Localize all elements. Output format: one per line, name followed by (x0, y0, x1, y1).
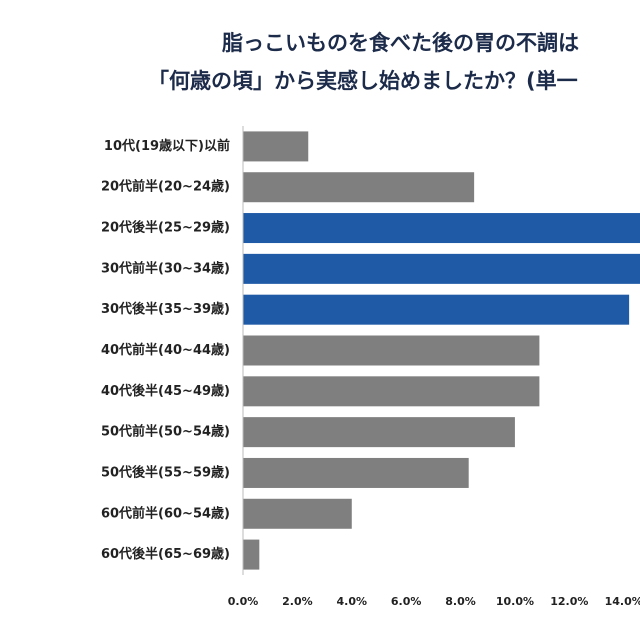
y-tick-label: 50代後半(55~59歳) (101, 464, 230, 480)
bar (243, 417, 515, 448)
bar (243, 253, 640, 284)
bar (243, 498, 352, 529)
y-tick-label: 20代前半(20~24歳) (101, 179, 230, 195)
x-tick-label: 8.0% (445, 595, 476, 608)
x-tick-label: 6.0% (391, 595, 422, 608)
bar (243, 335, 540, 366)
y-tick-label: 50代前半(50~54歳) (101, 424, 230, 440)
bar (243, 131, 309, 162)
bar (243, 376, 540, 407)
y-tick-label: 30代前半(30~34歳) (101, 260, 230, 276)
chart-title: 「何歳の頃」から実感し始めましたか？(単一 (148, 69, 578, 93)
x-tick-label: 0.0% (228, 595, 259, 608)
bar (243, 213, 640, 244)
x-tick-label: 12.0% (550, 595, 588, 608)
x-tick-label: 14.0% (605, 595, 640, 608)
y-tick-label: 40代前半(40~44歳) (101, 342, 230, 358)
y-tick-label: 40代後半(45~49歳) (101, 383, 230, 399)
y-tick-label: 10代(19歳以下)以前 (104, 138, 230, 154)
bar (243, 172, 475, 203)
x-tick-label: 2.0% (282, 595, 313, 608)
x-tick-label: 4.0% (337, 595, 368, 608)
chart-title: 脂っこいものを食べた後の胃の不調は (222, 31, 579, 55)
x-tick-label: 10.0% (496, 595, 534, 608)
bar (243, 539, 260, 570)
y-tick-label: 60代前半(60~54歳) (101, 505, 230, 521)
y-tick-label: 20代後半(25~29歳) (101, 220, 230, 236)
y-tick-label: 30代後半(35~39歳) (101, 301, 230, 317)
y-tick-label: 60代後半(65~69歳) (101, 546, 230, 562)
bar (243, 294, 630, 325)
bar (243, 457, 469, 488)
